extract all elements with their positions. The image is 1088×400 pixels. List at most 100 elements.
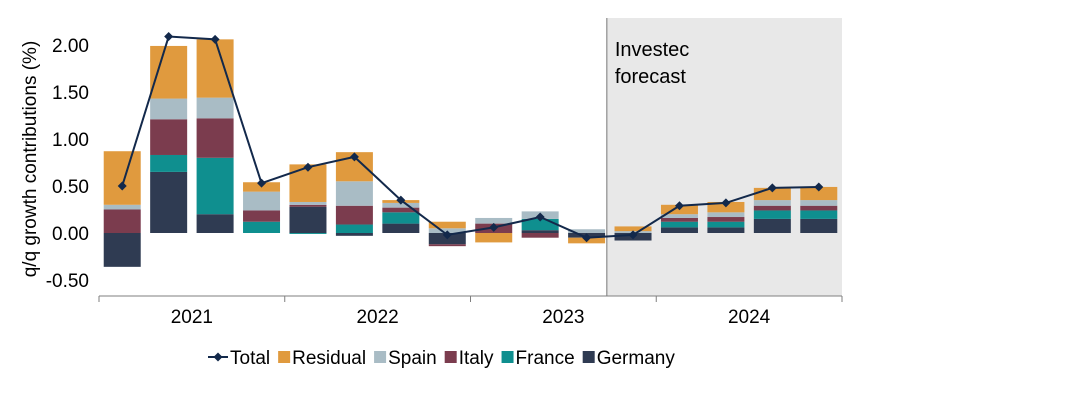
legend-france-swatch [501, 351, 514, 363]
bar-spain-2021q3 [196, 97, 234, 119]
bar-germany-2024q1 [660, 227, 698, 233]
total-marker-2021q2 [164, 32, 174, 42]
bar-germany-2021q3 [196, 214, 234, 233]
bar-france-2023q2 [521, 218, 559, 231]
bar-france-2022q2 [335, 224, 373, 233]
bar-italy-2022q1 [289, 204, 327, 207]
bar-residual-2024q4 [800, 186, 838, 201]
total-line-series [117, 32, 824, 243]
total-marker-2024q1 [674, 201, 684, 211]
bar-italy-2024q1 [660, 217, 698, 222]
bar-spain-2024q2 [707, 212, 745, 218]
bar-residual-2021q3 [196, 39, 234, 98]
bar-spain-2021q1 [103, 204, 141, 210]
y-label-0.50: 0.50 [52, 177, 89, 198]
y-label-1.00: 1.00 [52, 130, 89, 151]
legend-residual-label: Residual [292, 348, 366, 369]
total-marker-2023q1 [489, 222, 499, 232]
total-marker-2022q3 [396, 195, 406, 205]
x-label-2022: 2022 [356, 307, 398, 328]
bar-germany-2024q2 [707, 227, 745, 233]
bar-spain-2022q1 [289, 201, 327, 205]
bar-germany-2021q2 [150, 171, 188, 233]
total-marker-2021q3 [210, 34, 220, 44]
forecast-annotation-line-1: Investec [615, 39, 689, 61]
total-marker-2022q4 [442, 230, 452, 240]
bar-spain-2024q4 [800, 200, 838, 206]
legend-france-label: France [516, 348, 575, 369]
bar-france-2021q3 [196, 157, 234, 215]
bar-germany-2022q1 [289, 206, 327, 233]
bar-residual-2023q1 [475, 233, 513, 243]
total-line [121, 35, 819, 239]
bar-italy-2022q4 [428, 244, 466, 247]
bar-residual-2023q4 [614, 226, 652, 232]
bar-spain-2022q3 [382, 202, 420, 208]
bar-spain-2023q3 [568, 229, 606, 233]
bar-france-2022q3 [382, 212, 420, 224]
bar-germany-2024q3 [753, 218, 791, 233]
bar-italy-2022q3 [382, 207, 420, 213]
bar-spain-2023q1 [475, 217, 513, 224]
bar-italy-2024q3 [753, 205, 791, 211]
bar-spain-2022q2 [335, 181, 373, 206]
total-marker-2023q4 [628, 230, 638, 240]
forecast-shading [606, 18, 842, 296]
total-marker-2024q2 [721, 198, 731, 208]
bar-france-2024q2 [707, 221, 745, 228]
legend-total-marker [213, 352, 223, 362]
bar-france-2021q4 [243, 221, 281, 233]
y-axis-title: q/q growth contributions (%) [20, 41, 41, 278]
bar-italy-2023q2 [521, 233, 559, 238]
bar-spain-2021q2 [150, 98, 188, 120]
total-marker-2021q1 [117, 181, 127, 191]
bar-italy-2022q2 [335, 205, 373, 225]
y-label-0.00: 0.00 [52, 224, 89, 245]
bar-france-2024q3 [753, 210, 791, 219]
legend: Total Residual Spain Italy France Germany [208, 348, 675, 369]
y-label-1.50: 1.50 [52, 83, 89, 104]
bar-residual-2021q2 [150, 45, 188, 99]
legend-total-label: Total [230, 348, 270, 369]
bar-spain-2024q3 [753, 200, 791, 206]
bar-france-2024q1 [660, 221, 698, 228]
x-label-2021: 2021 [171, 307, 213, 328]
bar-italy-2021q1 [103, 209, 141, 233]
forecast-annotation-line-2: forecast [615, 66, 687, 88]
total-marker-2023q3 [582, 233, 592, 243]
x-label-2023: 2023 [542, 307, 584, 328]
total-marker-2024q3 [767, 183, 777, 193]
x-label-2024: 2024 [728, 307, 771, 328]
bar-france-2021q2 [150, 154, 188, 172]
y-label-2.00: 2.00 [52, 36, 89, 57]
total-marker-2022q1 [303, 162, 313, 172]
x-axis-ticks [98, 296, 843, 302]
total-marker-2021q4 [257, 178, 267, 188]
bar-germany-2021q1 [103, 233, 141, 267]
legend-residual-swatch [278, 351, 291, 363]
legend-spain-swatch [374, 351, 387, 363]
bar-france-2022q1 [289, 233, 327, 234]
total-marker-2022q2 [349, 152, 359, 162]
bar-italy-2021q2 [150, 119, 188, 155]
bar-italy-2021q4 [243, 210, 281, 222]
bar-residual-2021q1 [103, 151, 141, 205]
legend-italy-swatch [444, 351, 457, 363]
bar-italy-2024q4 [800, 205, 838, 211]
legend-germany-label: Germany [597, 348, 676, 369]
bar-france-2024q4 [800, 210, 838, 219]
total-marker-2024q4 [814, 182, 824, 192]
legend-germany-swatch [582, 351, 595, 363]
bar-italy-2024q2 [707, 217, 745, 222]
y-label--0.50: -0.50 [46, 271, 89, 292]
bar-spain-2024q1 [660, 214, 698, 218]
legend-spain-label: Spain [388, 348, 437, 369]
legend-italy-label: Italy [459, 348, 494, 369]
total-marker-2023q2 [535, 212, 545, 222]
bar-residual-2022q4 [428, 221, 466, 229]
y-axis-tick-labels: -0.50 0.00 0.50 1.00 1.50 2.00 [46, 36, 89, 292]
bar-germany-2024q4 [800, 218, 838, 233]
bar-germany-2023q2 [521, 230, 559, 233]
x-axis-year-labels: 2021 2022 2023 2024 [171, 307, 771, 328]
